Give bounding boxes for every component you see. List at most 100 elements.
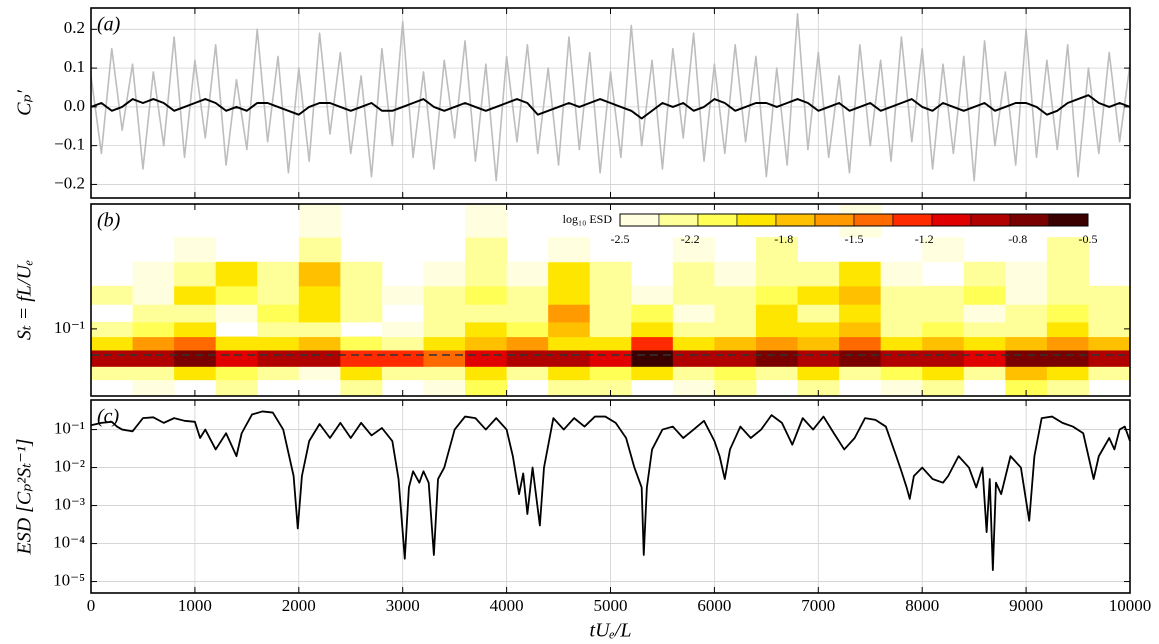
y-tick-label: 10⁻¹: [54, 418, 85, 437]
heat-cell: [797, 261, 840, 287]
heat-cell: [755, 321, 799, 338]
heat-cell: [922, 366, 965, 381]
heat-cell: [215, 304, 258, 323]
x-axis-label: tUₑ/L: [590, 620, 632, 642]
heat-cell: [880, 349, 923, 367]
heat-cell: [132, 366, 175, 381]
colorbar-tick-label: -1.2: [915, 232, 934, 246]
data-line: [90, 410, 1131, 572]
heat-cell: [839, 285, 882, 305]
heat-cell: [174, 349, 217, 367]
heat-cell: [465, 285, 508, 305]
heat-cell: [298, 237, 341, 263]
colorbar-swatch: [1048, 213, 1089, 227]
heat-cell: [880, 261, 923, 287]
heat-cell: [631, 321, 674, 338]
heat-cell: [1046, 304, 1089, 323]
x-tick-label: 7000: [801, 596, 835, 615]
heat-cell: [506, 304, 549, 323]
heat-cell: [922, 349, 965, 367]
y-axis-label: ESD [Cₚ²Sₜ⁻¹]: [14, 438, 36, 555]
heat-cell: [589, 321, 632, 338]
heat-cell: [548, 304, 591, 323]
heat-cell: [257, 321, 300, 338]
heat-cell: [340, 366, 383, 381]
heat-cell: [1046, 321, 1089, 338]
colorbar-swatch: [658, 213, 699, 227]
heat-cell: [963, 321, 1006, 338]
colorbar-swatch: [931, 213, 972, 227]
heat-cell: [631, 366, 674, 381]
heat-cell: [839, 304, 882, 323]
heat-cell: [839, 349, 882, 367]
y-axis-label: Cₚ′: [14, 90, 36, 116]
heat-cell: [423, 336, 466, 351]
heat-cell: [548, 261, 591, 287]
x-tick-label: 4000: [490, 596, 524, 615]
x-tick-label: 9000: [1009, 596, 1043, 615]
colorbar-tick-label: -0.5: [1079, 232, 1098, 246]
heat-cell: [91, 366, 134, 381]
heat-cell: [714, 304, 757, 323]
heat-cell: [174, 261, 217, 287]
heat-cell: [1046, 349, 1089, 367]
heat-cell: [465, 304, 508, 323]
heat-cell: [963, 261, 1006, 287]
heat-cell: [963, 304, 1006, 323]
heat-cell: [548, 366, 591, 381]
colorbar-tick-label: -0.8: [1008, 232, 1027, 246]
heat-cell: [548, 321, 591, 338]
heat-cell: [91, 321, 134, 338]
heat-cell: [880, 304, 923, 323]
heat-cell: [465, 336, 508, 351]
heat-cell: [548, 379, 591, 397]
heat-cell: [132, 304, 175, 323]
colorbar-swatch: [1009, 213, 1050, 227]
heat-cell: [714, 261, 757, 287]
colorbar-swatch: [697, 213, 738, 227]
heat-cell: [506, 285, 549, 305]
heat-cell: [714, 285, 757, 305]
heat-cell: [589, 285, 632, 305]
heat-cell: [1005, 261, 1048, 287]
heat-cell: [797, 349, 840, 367]
colorbar-swatch: [814, 213, 855, 227]
heat-cell: [1046, 379, 1089, 397]
panel-label: (a): [97, 14, 121, 36]
colorbar-swatch: [736, 213, 777, 227]
heat-cell: [423, 321, 466, 338]
y-tick-label: 10⁻⁵: [53, 570, 85, 589]
heat-cell: [1088, 349, 1131, 367]
heat-cell: [340, 336, 383, 351]
x-tick-label: 1000: [178, 596, 212, 615]
heat-cell: [963, 285, 1006, 305]
heat-cell: [755, 237, 799, 263]
x-tick-label: 6000: [697, 596, 731, 615]
heat-cell: [880, 321, 923, 338]
heat-cell: [215, 336, 258, 351]
heat-cell: [132, 321, 175, 338]
heat-cell: [298, 366, 341, 381]
heat-cell: [672, 336, 715, 351]
heat-cell: [1005, 336, 1048, 351]
heat-cell: [423, 285, 466, 305]
data-line: [90, 94, 1131, 120]
heat-cell: [423, 379, 466, 397]
heat-cell: [1005, 285, 1048, 305]
x-tick-label: 10000: [1109, 596, 1152, 615]
heat-cell: [672, 349, 715, 367]
y-tick-label: 0.2: [64, 18, 85, 37]
heat-cell: [589, 336, 632, 351]
heat-cell: [922, 379, 965, 397]
heat-cell: [506, 336, 549, 351]
heat-cell: [880, 366, 923, 381]
heat-cell: [174, 285, 217, 305]
heat-cell: [257, 366, 300, 381]
colorbar-label: log₁₀ ESD: [563, 212, 613, 226]
heat-cell: [755, 349, 799, 367]
y-tick-label: 10⁻⁴: [53, 532, 85, 551]
colorbar-tick-label: -1.5: [845, 232, 864, 246]
heat-cell: [548, 349, 591, 367]
heat-cell: [506, 321, 549, 338]
